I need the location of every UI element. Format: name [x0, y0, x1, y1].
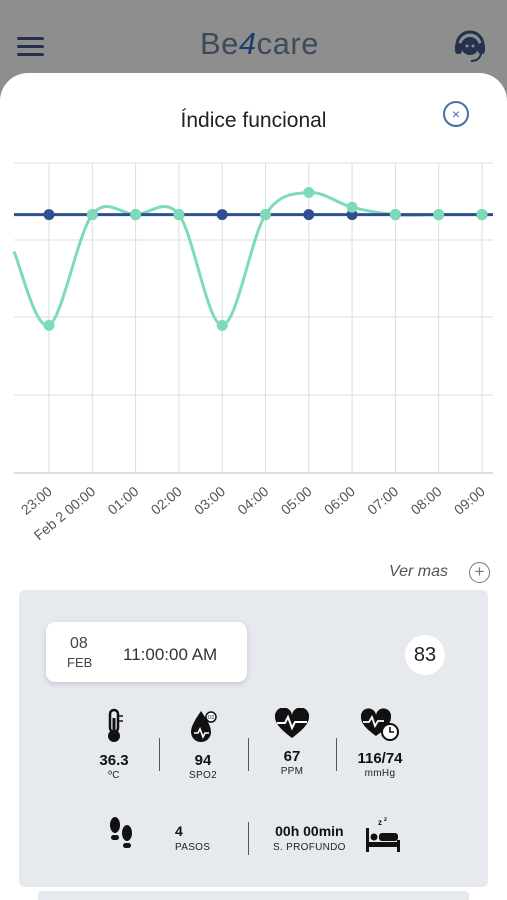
series-secondary-point: [86, 209, 98, 221]
blood-pressure-value: 116/74: [357, 750, 403, 767]
deep-sleep-value: 00h 00min: [275, 823, 344, 839]
next-card-edge: [38, 891, 469, 900]
series-secondary-point: [476, 209, 488, 221]
temperature-unit: ºC: [108, 770, 120, 781]
deep-sleep-metric: 00h 00min S. PROFUNDO: [273, 823, 346, 853]
x-tick-label: 09:00: [451, 483, 488, 518]
series-secondary-point: [389, 209, 401, 221]
series-secondary-point: [173, 209, 185, 221]
svg-text:z: z: [378, 818, 382, 827]
blood-pressure-metric: 116/74 mmHg: [335, 708, 425, 779]
blood-oxygen-drop-icon: O2: [191, 711, 217, 742]
deep-sleep-unit: S. PROFUNDO: [273, 842, 346, 853]
series-primary-point: [43, 209, 55, 221]
functional-index-sheet: Índice funcional × 23:00 Feb 2 00:00 01:00…: [0, 73, 507, 900]
svg-text:z: z: [384, 817, 387, 823]
sleep-bed-icon: z z: [366, 817, 400, 852]
x-tick-label: 02:00: [148, 483, 185, 518]
x-tick-label: 23:00: [18, 483, 55, 518]
date-month: FEB: [67, 655, 93, 670]
series-secondary-point: [346, 201, 358, 213]
x-tick-label: 04:00: [234, 483, 271, 518]
app-logo: Be4care: [200, 26, 319, 61]
spo2-unit: SPO2: [189, 770, 217, 781]
heart-rate-unit: PPM: [280, 766, 304, 777]
series-secondary-point: [260, 209, 271, 221]
measurement-time: 11:00:00 AM: [123, 645, 218, 664]
blood-pressure-heart-icon: [360, 708, 399, 741]
heart-rate-value: 67: [283, 748, 301, 765]
date-day: 08: [70, 635, 88, 652]
spo2-metric: O2 94 SPO2: [158, 708, 248, 781]
support-agent-icon[interactable]: [451, 26, 489, 64]
temperature-metric: 36.3 ºC: [69, 708, 159, 781]
series-secondary-point: [216, 319, 228, 331]
series-secondary-point: [43, 319, 55, 331]
series-primary-point: [216, 209, 228, 221]
heart-rate-icon: [274, 708, 310, 738]
plus-circle-icon[interactable]: +: [469, 562, 490, 583]
temperature-value: 36.3: [99, 752, 129, 769]
x-tick-label: 07:00: [364, 483, 401, 518]
steps-metric: 4 PASOS: [175, 823, 210, 853]
x-tick-label: 08:00: [407, 483, 444, 518]
svg-text:O2: O2: [208, 715, 215, 721]
footsteps-icon: [110, 817, 132, 848]
measurement-card[interactable]: 08 FEB 11:00:00 AM 83 36.3 ºC O2: [19, 590, 488, 887]
date-time-box: 08 FEB 11:00:00 AM: [46, 622, 247, 682]
series-secondary-point: [303, 187, 315, 199]
x-tick-label: 03:00: [191, 483, 228, 518]
heart-rate-metric: 67 PPM: [247, 708, 337, 777]
x-tick-label: 06:00: [321, 483, 358, 518]
x-tick-label: 05:00: [278, 483, 315, 518]
x-tick-label: 01:00: [104, 483, 141, 518]
series-secondary-point: [130, 209, 142, 221]
spo2-value: 94: [194, 752, 212, 769]
steps-unit: PASOS: [175, 842, 211, 853]
close-icon[interactable]: ×: [443, 101, 469, 127]
score-badge: 83: [405, 635, 445, 675]
sheet-title: Índice funcional: [180, 109, 327, 132]
divider: [336, 738, 337, 771]
divider: [248, 738, 249, 771]
hamburger-menu-icon[interactable]: [17, 37, 44, 57]
thermometer-icon: [108, 708, 123, 742]
series-secondary-point: [433, 209, 445, 221]
see-more-link[interactable]: Ver mas: [389, 563, 448, 580]
series-secondary-line: [12, 191, 483, 327]
divider: [248, 822, 249, 855]
blood-pressure-unit: mmHg: [364, 768, 396, 779]
divider: [159, 738, 160, 771]
series-primary-point: [303, 209, 315, 221]
steps-value: 4: [175, 823, 183, 839]
